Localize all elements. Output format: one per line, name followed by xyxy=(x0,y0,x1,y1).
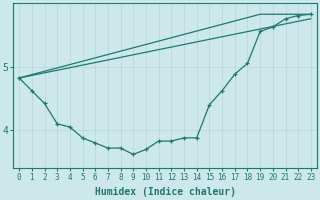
X-axis label: Humidex (Indice chaleur): Humidex (Indice chaleur) xyxy=(94,187,236,197)
